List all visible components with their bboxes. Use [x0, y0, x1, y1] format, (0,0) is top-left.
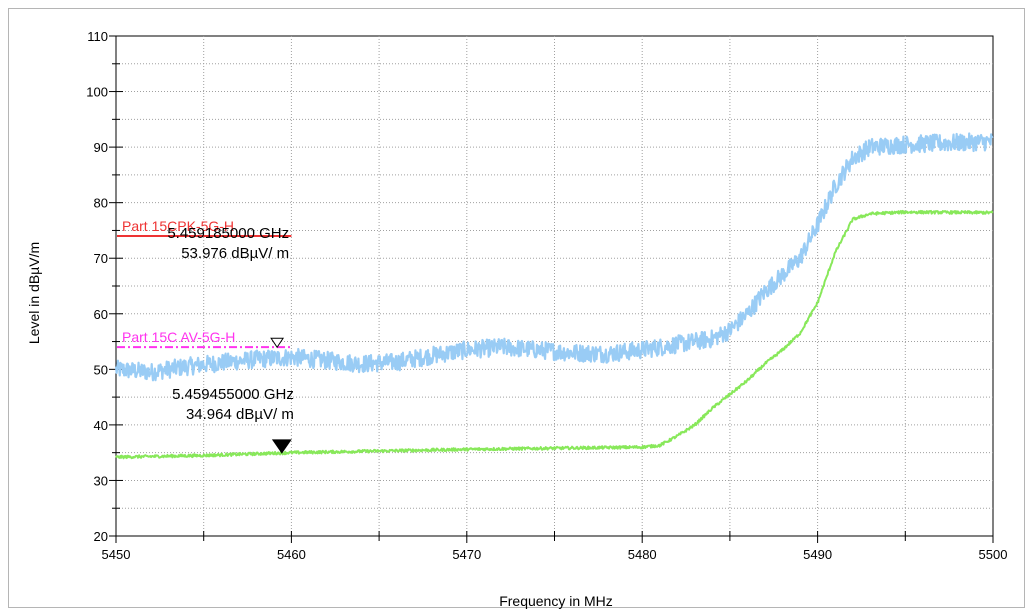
y-tick-label: 30 [94, 473, 108, 488]
marker-2-symbol [271, 439, 292, 454]
y-tick-label: 110 [87, 29, 108, 44]
x-axis-title: Frequency in MHz [499, 593, 613, 609]
spectrum-chart: 20 30 40 50 60 70 80 90 100 110 5450 5460 5470 5480 54… [26, 29, 1007, 609]
chart-frame: 20 30 40 50 60 70 80 90 100 110 5450 5460 5470 5480 54… [8, 8, 1025, 609]
limit-lines: Part 15CPK-5G-H Part 15C AV-5G-H [117, 218, 292, 349]
x-tick-label: 5450 [102, 547, 131, 562]
marker-1-level: 53.976 dBµV/ m [181, 245, 289, 262]
y-tick-label: 90 [94, 140, 108, 155]
x-tick-label: 5490 [803, 547, 832, 562]
x-tick-label: 5460 [277, 547, 306, 562]
y-tick-label: 60 [94, 307, 108, 322]
series-line-2 [115, 209, 994, 460]
x-tick-label: 5500 [979, 547, 1008, 562]
y-tick-label: 80 [94, 196, 108, 211]
markers: 5.459185000 GHz 53.976 dBµV/ m 5.459455000… [167, 225, 294, 454]
marker-2-frequency: 5.459455000 GHz [172, 386, 294, 403]
series-layer [114, 132, 994, 460]
series-line-1 [114, 132, 994, 382]
marker-1-symbol [270, 337, 285, 349]
y-tick-label: 70 [94, 251, 108, 266]
limit-label-1: Part 15CPK-5G-H [122, 218, 234, 234]
y-axis-title: Level in dBµV/m [26, 242, 42, 344]
y-tick-label: 50 [94, 362, 108, 377]
y-tick-label: 20 [94, 529, 108, 544]
x-tick-label: 5470 [452, 547, 481, 562]
x-tick-label: 5480 [628, 547, 657, 562]
marker-2-level: 34.964 dBµV/ m [186, 406, 294, 423]
marker-1-frequency: 5.459185000 GHz [167, 225, 289, 242]
axis-ticks: 20 30 40 50 60 70 80 90 100 110 5450 5460 5470 5480 54… [86, 29, 1007, 562]
grid-lines [116, 36, 993, 536]
y-tick-label: 40 [94, 418, 108, 433]
limit-label-2: Part 15C AV-5G-H [122, 329, 235, 345]
y-tick-label: 100 [86, 85, 108, 100]
